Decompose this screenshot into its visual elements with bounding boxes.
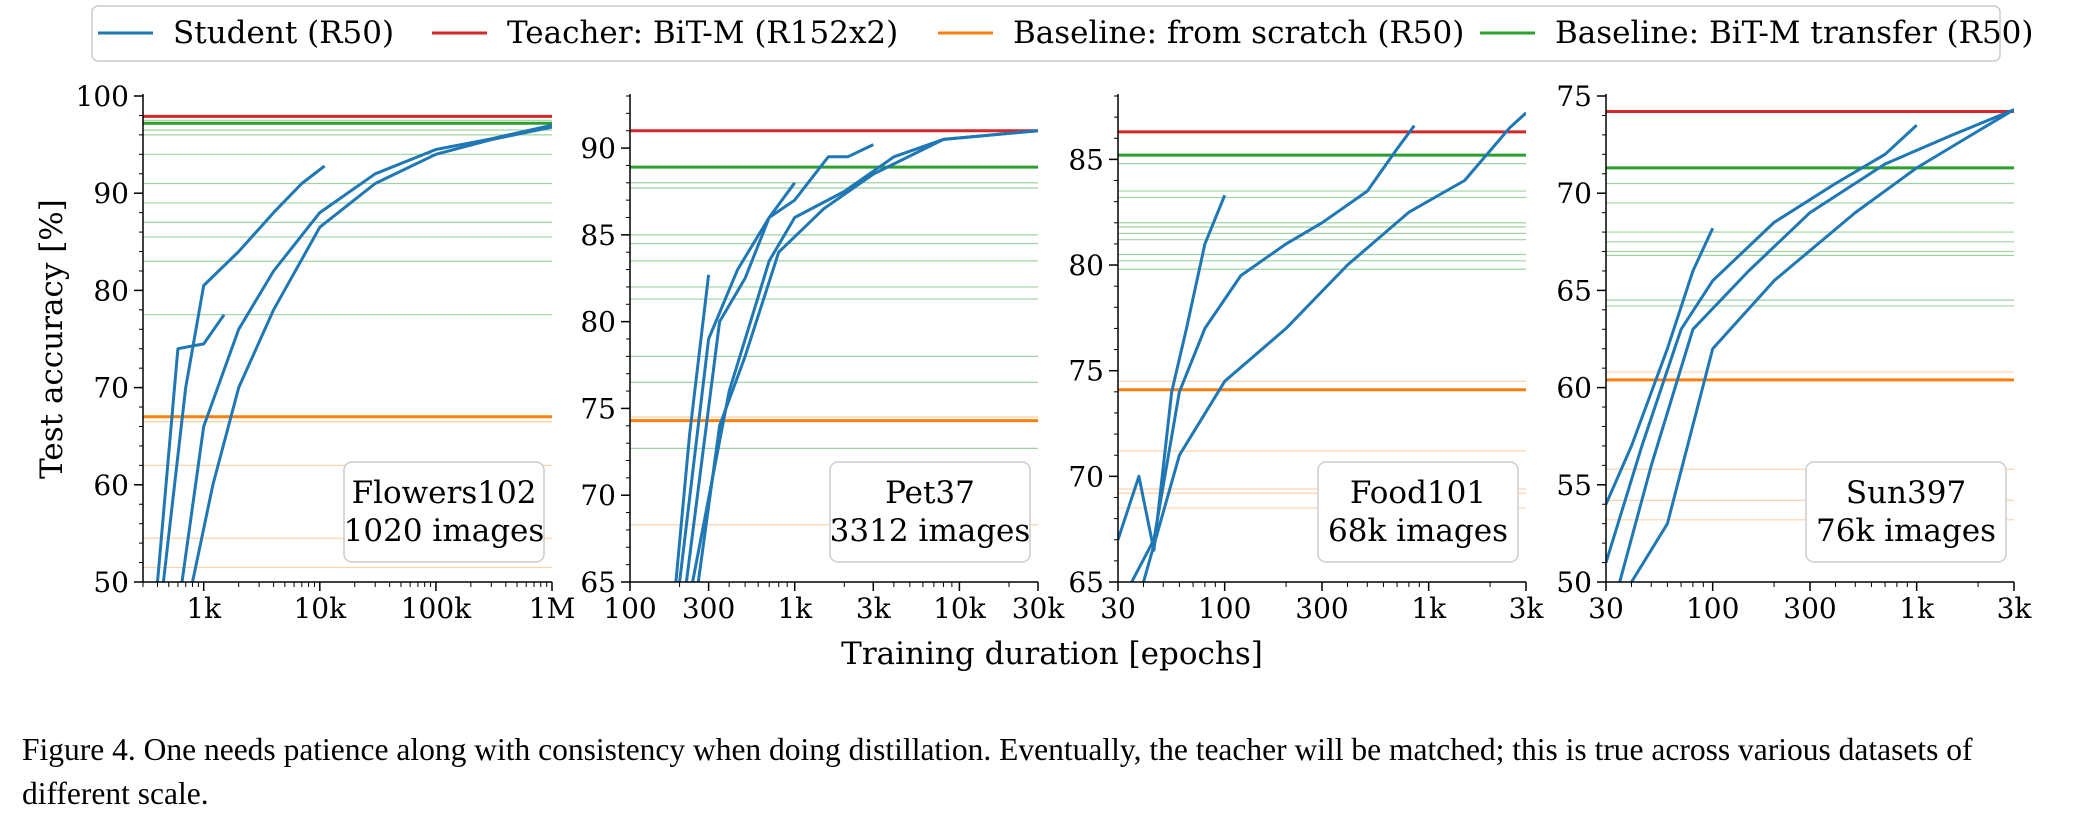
legend-frame bbox=[91, 5, 2001, 62]
student-curve bbox=[1118, 194, 1227, 552]
dataset-size: 68k images bbox=[1328, 513, 1508, 549]
student-curve bbox=[1606, 227, 1715, 505]
legend-label: Baseline: BiT-M transfer (R50) bbox=[1555, 15, 2034, 51]
y-tick-label: 80 bbox=[580, 306, 616, 339]
student-curve bbox=[696, 129, 1038, 582]
dataset-name: Flowers102 bbox=[352, 475, 537, 511]
student-curve bbox=[678, 143, 874, 582]
y-tick-label: 100 bbox=[76, 80, 129, 113]
plot-area bbox=[630, 129, 1038, 582]
x-tick-label: 300 bbox=[682, 592, 735, 625]
x-tick-label: 10k bbox=[933, 592, 987, 625]
plot-area bbox=[1606, 108, 2014, 582]
x-tick-label: 10k bbox=[293, 592, 347, 625]
y-tick-label: 85 bbox=[580, 219, 616, 252]
x-tick-label: 3k bbox=[1509, 592, 1545, 625]
dataset-size: 3312 images bbox=[830, 513, 1031, 549]
y-tick-label: 50 bbox=[93, 566, 129, 599]
x-tick-label: 1k bbox=[186, 592, 222, 625]
x-tick-label: 100 bbox=[603, 592, 656, 625]
y-tick-label: 90 bbox=[580, 132, 616, 165]
x-tick-label: 1k bbox=[1411, 592, 1447, 625]
y-tick-label: 90 bbox=[93, 177, 129, 210]
dataset-label-box bbox=[1317, 461, 1519, 563]
y-tick-label: 75 bbox=[580, 392, 616, 425]
y-tick-label: 70 bbox=[1556, 177, 1592, 210]
student-curve bbox=[1606, 124, 1918, 564]
x-tick-label: 100 bbox=[1198, 592, 1251, 625]
student-curve bbox=[1630, 108, 2014, 582]
dataset-label-box bbox=[1805, 461, 2007, 563]
student-curve bbox=[684, 181, 796, 582]
y-tick-label: 75 bbox=[1556, 80, 1592, 113]
student-curve bbox=[1130, 124, 1416, 582]
x-tick-label: 30 bbox=[1100, 592, 1136, 625]
legend-label: Teacher: BiT-M (R152x2) bbox=[507, 15, 898, 51]
plot-area bbox=[143, 114, 552, 582]
figure-caption: Figure 4. One needs patience along with … bbox=[22, 732, 1973, 811]
x-tick-label: 1k bbox=[777, 592, 813, 625]
x-tick-label: 30k bbox=[1012, 592, 1066, 625]
dataset-name: Food101 bbox=[1350, 475, 1486, 511]
y-tick-label: 65 bbox=[1068, 566, 1104, 599]
student-curve bbox=[161, 164, 326, 582]
student-curve bbox=[1618, 108, 2014, 582]
x-tick-label: 300 bbox=[1295, 592, 1348, 625]
legend-label: Student (R50) bbox=[173, 15, 394, 51]
y-tick-label: 80 bbox=[1068, 249, 1104, 282]
x-tick-label: 30 bbox=[1588, 592, 1624, 625]
y-tick-label: 80 bbox=[93, 274, 129, 307]
x-tick-label: 100 bbox=[1686, 592, 1739, 625]
student-curve bbox=[1142, 111, 1526, 582]
dataset-size: 1020 images bbox=[344, 513, 545, 549]
y-tick-label: 70 bbox=[93, 372, 129, 405]
dataset-label-box bbox=[343, 461, 545, 563]
y-tick-label: 50 bbox=[1556, 566, 1592, 599]
plot-area bbox=[1118, 111, 1526, 582]
x-tick-label: 3k bbox=[1997, 592, 2033, 625]
x-axis-label: Training duration [epochs] bbox=[841, 636, 1263, 672]
legend: Student (R50) Teacher: BiT-M (R152x2) Base… bbox=[91, 5, 2034, 62]
student-curve bbox=[674, 274, 711, 582]
x-tick-label: 100k bbox=[401, 592, 472, 625]
y-tick-label: 65 bbox=[1556, 274, 1592, 307]
y-tick-label: 65 bbox=[580, 566, 616, 599]
y-axis-label: Test accuracy [%] bbox=[34, 199, 70, 479]
dataset-name: Sun397 bbox=[1846, 475, 1966, 511]
x-tick-label: 3k bbox=[856, 592, 892, 625]
dataset-label-box bbox=[829, 461, 1031, 563]
y-tick-label: 60 bbox=[93, 469, 129, 502]
student-curve bbox=[156, 313, 226, 582]
dataset-name: Pet37 bbox=[885, 475, 975, 511]
student-curve bbox=[191, 125, 552, 582]
x-tick-label: 300 bbox=[1783, 592, 1836, 625]
y-tick-label: 70 bbox=[1068, 460, 1104, 493]
y-tick-label: 70 bbox=[580, 479, 616, 512]
legend-label: Baseline: from scratch (R50) bbox=[1013, 15, 1464, 51]
dataset-size: 76k images bbox=[1816, 513, 1996, 549]
y-tick-label: 60 bbox=[1556, 372, 1592, 405]
y-tick-label: 85 bbox=[1068, 143, 1104, 176]
y-tick-label: 75 bbox=[1068, 355, 1104, 388]
student-curve bbox=[180, 123, 552, 582]
x-tick-label: 1M bbox=[529, 592, 575, 625]
x-tick-label: 1k bbox=[1899, 592, 1935, 625]
y-tick-label: 55 bbox=[1556, 469, 1592, 502]
